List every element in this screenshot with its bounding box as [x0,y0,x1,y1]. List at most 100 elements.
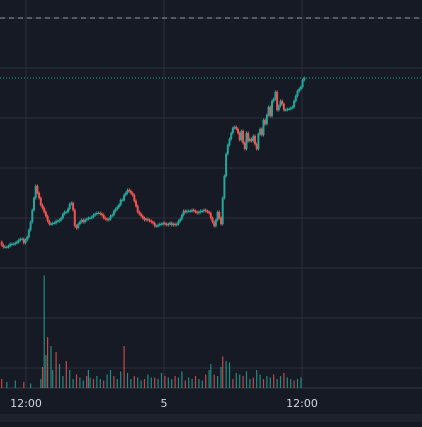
candle [41,205,44,208]
candle [262,120,265,135]
candle [68,204,71,209]
candle [53,223,56,224]
volume-bar [52,370,54,388]
candle [180,215,183,219]
candle [94,214,97,215]
volume-bar [89,377,91,388]
volume-bar [14,380,16,388]
candle [293,101,296,107]
volume-bar [222,356,224,388]
candle [223,176,226,198]
candle [67,209,69,212]
volume-bar [279,376,282,388]
candle [97,213,100,214]
candle [140,214,143,216]
candle [240,131,243,140]
price-candles [0,76,306,249]
volume-bar [296,379,299,388]
candle [170,223,173,225]
volume-bar [40,379,42,388]
candle [126,190,129,193]
candle [238,133,241,140]
volume-bar [109,370,112,388]
volume-bar [72,379,74,388]
candle [264,120,267,124]
candle [201,211,204,212]
candle [111,215,114,216]
candle [36,186,39,193]
candle [90,217,93,218]
candle [267,107,270,115]
time-axis[interactable]: 12:00 5 12:00 [10,397,318,410]
candle [22,239,25,243]
x-tick-label: 12:00 [10,397,42,410]
volume-bar [1,379,3,388]
candle [182,211,185,215]
candle [157,225,160,226]
volume-bar [86,376,88,388]
candle [70,203,73,204]
candle [184,211,187,212]
volume-bar [213,374,215,388]
candle [284,110,287,111]
candle [206,211,209,212]
candle [143,218,146,220]
candle [2,245,5,247]
volume-bar [75,374,78,388]
candle [218,212,221,218]
candle [298,89,301,91]
candle [163,223,166,224]
volume-bar [249,379,251,388]
candle [189,211,192,212]
candle [216,212,219,220]
candle [10,244,13,245]
candle [187,211,190,212]
candle [136,206,139,212]
candle [138,212,141,214]
volume-bar [208,370,210,388]
candle [177,221,180,224]
volume-bar [123,346,125,388]
reference-lines [0,17,422,79]
volume-bar [6,382,8,388]
volume-bar [106,374,108,388]
candle [9,244,12,246]
volume-bar [201,380,203,388]
volume-bar [143,379,146,388]
candle [107,219,110,220]
candle [12,244,15,245]
candle [288,109,290,110]
candle [116,207,119,209]
candle [0,242,3,245]
volume-bar [87,370,89,388]
candle [155,226,158,227]
volume-bar [194,376,197,388]
candle [277,106,280,110]
candle [72,203,75,210]
candle [211,218,214,222]
candle [160,224,163,225]
candle [282,104,285,110]
candle [231,128,234,133]
candle [186,211,188,212]
volume-bar [188,377,190,388]
volume-bar [47,337,49,388]
volume-bar [181,371,183,388]
volume-bar [99,379,101,388]
volume-bar [69,370,71,388]
candle [294,96,297,101]
volume-bar [290,379,292,388]
candle [228,139,231,145]
candle [214,220,217,226]
candle [255,144,258,149]
volume-bar [245,371,248,388]
candle [38,193,41,198]
volume-bar [205,374,207,388]
candle [14,243,17,244]
candle [289,108,292,109]
volume-bar [157,379,159,388]
volume-bar [154,377,156,388]
volume-bar [103,380,105,388]
